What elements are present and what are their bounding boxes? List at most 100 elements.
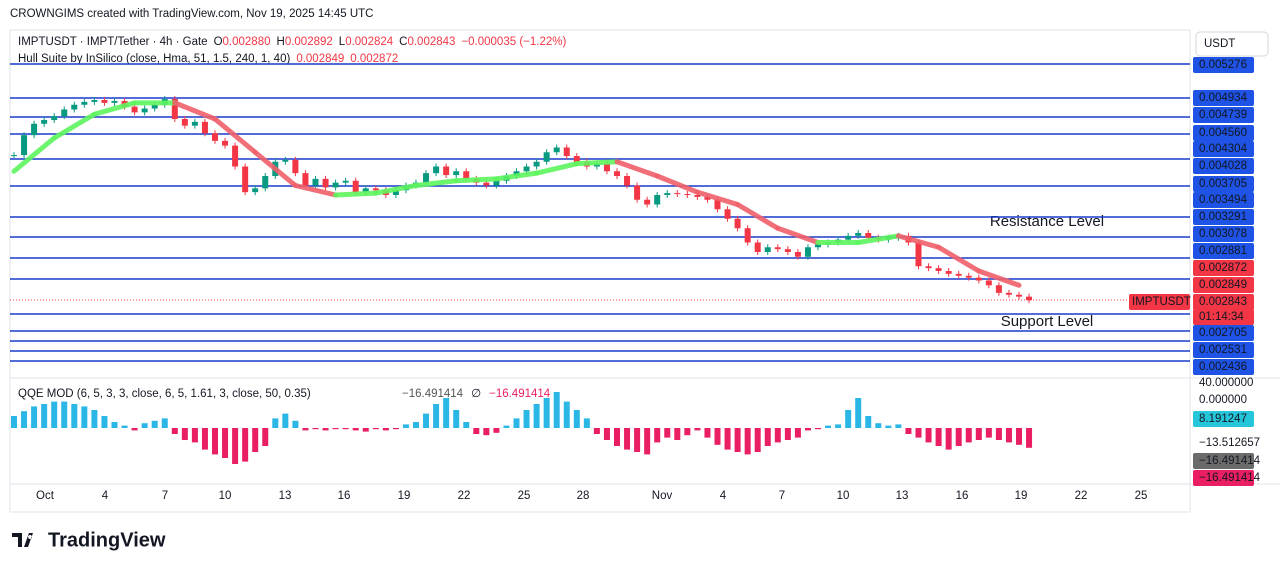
qqe-bar xyxy=(1005,428,1012,443)
candle xyxy=(131,106,138,113)
qqe-bar xyxy=(955,428,962,446)
price-label-box xyxy=(1193,158,1254,174)
candle xyxy=(714,199,721,210)
candle xyxy=(624,176,631,186)
x-label: 19 xyxy=(398,490,411,502)
qqe-label: 0.000000 xyxy=(1199,394,1247,406)
candle xyxy=(101,100,108,103)
qqe-bar xyxy=(1026,428,1033,448)
x-label: 7 xyxy=(162,490,168,502)
x-label: 22 xyxy=(458,490,471,502)
qqe-label-box xyxy=(1193,453,1254,469)
candle xyxy=(433,166,440,174)
currency-button[interactable] xyxy=(1195,31,1269,57)
qqe-bar xyxy=(272,418,279,428)
qqe-bar xyxy=(302,428,309,431)
qqe-bar xyxy=(865,416,872,428)
qqe-sep: ∅ xyxy=(471,388,481,400)
qqe-bar xyxy=(413,422,419,428)
l: 0.002824 xyxy=(345,36,394,48)
hull-segment xyxy=(11,135,57,174)
candle xyxy=(443,166,450,176)
qqe-bar xyxy=(493,428,500,433)
candle xyxy=(483,182,490,186)
candle xyxy=(191,121,198,126)
qqe-bar xyxy=(31,406,38,428)
candle xyxy=(51,116,58,120)
candle xyxy=(21,135,28,156)
candle xyxy=(975,277,982,281)
candle xyxy=(945,271,952,274)
candle xyxy=(302,173,309,186)
qqe-bar xyxy=(201,428,208,450)
qqe-bar xyxy=(734,428,741,452)
qqe-bar xyxy=(614,428,620,446)
qqe-bar xyxy=(342,428,349,430)
price-label-box xyxy=(1193,57,1254,73)
x-label: 13 xyxy=(896,490,909,502)
price-label-box xyxy=(1193,243,1254,259)
qqe-bar xyxy=(212,428,218,455)
candle xyxy=(372,188,379,191)
qqe-bar xyxy=(443,398,450,428)
qqe-bar xyxy=(131,428,138,431)
candle xyxy=(955,273,962,276)
candle xyxy=(262,176,269,189)
qqe-bar xyxy=(312,428,319,430)
brand: TradingView xyxy=(48,529,166,551)
qqe-bar xyxy=(905,428,912,434)
price-label: 0.004739 xyxy=(1199,109,1247,121)
price-label: 0.002872 xyxy=(1199,262,1247,274)
c: 0.002843 xyxy=(407,36,455,48)
qqe-bar xyxy=(252,428,259,452)
hull-segment xyxy=(172,100,218,122)
candle xyxy=(724,209,731,219)
change: −0.000035 (−1.22%) xyxy=(461,36,566,48)
price-label-box xyxy=(1193,359,1254,375)
price-label: 0.005276 xyxy=(1199,59,1247,71)
qqe-bar xyxy=(603,428,610,440)
x-label: 25 xyxy=(518,490,531,502)
x-label: 16 xyxy=(956,490,969,502)
candle xyxy=(332,182,339,188)
candle xyxy=(815,244,821,248)
qqe-bar xyxy=(21,411,28,428)
qqe-bar xyxy=(965,428,972,443)
qqe-bar xyxy=(674,428,681,440)
qqe-bar xyxy=(694,428,701,431)
legend-row: IMPTUSDT · IMPT/Tether · 4h · Gate O0.002… xyxy=(18,36,566,48)
qqe-bar xyxy=(945,428,952,450)
qqe-bar xyxy=(352,428,359,431)
qqe-bar xyxy=(624,428,631,450)
qqe-bar xyxy=(583,418,590,428)
x-label: Oct xyxy=(36,490,55,502)
l-label: L xyxy=(339,36,346,48)
qqe-bar xyxy=(473,428,480,434)
qqe-bar xyxy=(222,428,229,458)
qqe-bar xyxy=(171,428,178,434)
candle xyxy=(543,152,550,162)
candle xyxy=(312,178,319,186)
candle xyxy=(523,166,530,172)
candle xyxy=(463,171,470,179)
candle xyxy=(11,155,17,157)
x-label: 10 xyxy=(219,490,232,502)
x-label: 4 xyxy=(720,490,727,502)
hull-segment xyxy=(534,161,580,176)
qqe-label: 40.000000 xyxy=(1199,377,1253,389)
qqe-bar xyxy=(875,423,882,428)
qqe-bar xyxy=(975,428,982,440)
candle xyxy=(925,266,932,269)
resistance-label: Resistance Level xyxy=(990,213,1104,230)
qqe-bar xyxy=(804,428,811,431)
candle xyxy=(764,247,771,252)
qqe-bar xyxy=(915,428,922,438)
candle xyxy=(232,145,239,167)
candle xyxy=(141,108,148,113)
qqe-bar xyxy=(825,425,832,428)
candle xyxy=(794,252,801,257)
candle xyxy=(212,133,218,141)
candle xyxy=(493,180,500,186)
hull-segment xyxy=(694,189,741,207)
price-label-box xyxy=(1193,277,1254,293)
